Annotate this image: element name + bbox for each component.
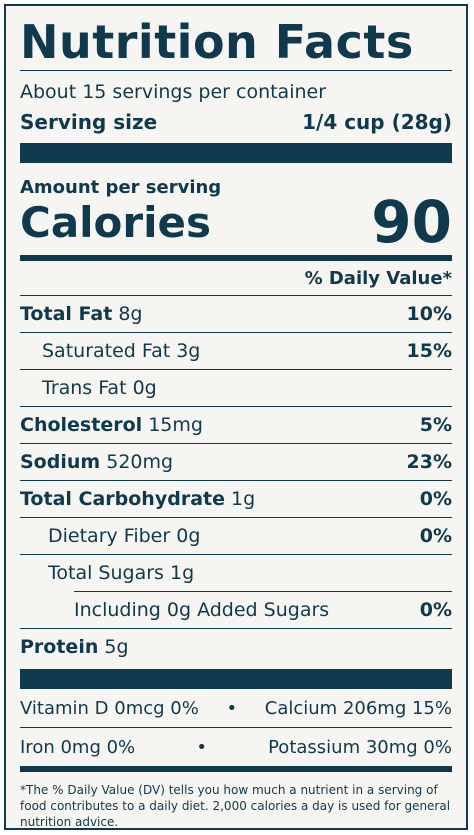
calories-row: Calories 90 (20, 188, 452, 256)
nutrient-row-protein: Protein 5g (20, 629, 452, 665)
iron: Iron 0mg 0% (20, 736, 136, 758)
nutrient-dv: 23% (406, 451, 452, 473)
bullet-separator: • (226, 697, 238, 719)
amount-per-serving: Amount per serving (20, 177, 222, 198)
nutrient-row-dietary-fiber: Dietary Fiber 0g 0% (20, 518, 452, 554)
nutrient-label: Total Carbohydrate (20, 488, 225, 510)
nutrient-label: Total Sugars (48, 562, 164, 584)
divider (74, 591, 452, 592)
divider (20, 727, 452, 728)
divider (20, 295, 452, 296)
nutrient-amount: 3g (176, 340, 201, 362)
thick-divider (20, 143, 452, 163)
thick-divider (20, 669, 452, 689)
nutrient-name-trans-fat: Trans Fat 0g (42, 377, 157, 399)
footnote: *The % Daily Value (DV) tells you how mu… (20, 783, 451, 829)
calories-value: 90 (371, 188, 452, 256)
calories-label: Calories (20, 197, 212, 247)
nutrient-dv: 0% (419, 525, 452, 547)
divider (20, 480, 452, 481)
nutrient-name-total-sugars: Total Sugars 1g (48, 562, 194, 584)
nutrient-label: Saturated Fat (42, 340, 171, 362)
nutrient-amount: 1g (231, 488, 256, 510)
label-title: Nutrition Facts (20, 15, 414, 69)
nutrient-row-total-sugars: Total Sugars 1g (20, 555, 452, 591)
nutrient-dv: 0% (419, 599, 452, 621)
nutrient-dv: 15% (406, 340, 452, 362)
nutrient-row-added-sugars: Including 0g Added Sugars 0% (20, 592, 452, 628)
vitamin-row-1: Vitamin D 0mcg 0% • Calcium 206mg 15% (20, 689, 452, 727)
bullet-separator: • (196, 736, 207, 758)
nutrient-label: Total Fat (20, 303, 113, 325)
nutrient-label: Sodium (20, 451, 101, 473)
nutrient-amount: 15mg (148, 414, 203, 436)
serving-size-label: Serving size (20, 110, 158, 134)
nutrient-label: Trans Fat (42, 377, 127, 399)
nutrient-label: Including 0g Added Sugars (74, 599, 330, 621)
serving-size-value: 1/4 cup (28g) (302, 110, 452, 134)
nutrient-amount: 5g (104, 636, 129, 658)
daily-value-header-text: % Daily Value* (304, 267, 452, 289)
nutrient-amount: 8g (118, 303, 143, 325)
nutrient-name-protein: Protein 5g (20, 636, 129, 658)
vitamin-d: Vitamin D 0mcg 0% (20, 697, 199, 719)
nutrient-amount: 1g (169, 562, 195, 584)
nutrition-label: Nutrition Facts About 15 servings per co… (4, 4, 468, 830)
nutrient-row-sodium: Sodium 520mg 23% (20, 444, 452, 480)
divider (20, 554, 452, 555)
divider (20, 517, 452, 518)
nutrient-row-saturated-fat: Saturated Fat 3g 15% (20, 333, 452, 369)
nutrient-label: Cholesterol (20, 414, 143, 436)
divider (20, 628, 452, 629)
divider (20, 332, 452, 333)
nutrient-row-total-fat: Total Fat 8g 10% (20, 296, 452, 332)
calcium: Calcium 206mg 15% (264, 697, 452, 719)
servings-text: About 15 servings per container (20, 81, 327, 103)
nutrient-amount: 0g (176, 525, 201, 547)
nutrient-amount: 520mg (106, 451, 174, 473)
nutrient-row-trans-fat: Trans Fat 0g (20, 370, 452, 406)
medium-divider (20, 766, 452, 772)
nutrient-dv: 0% (419, 488, 452, 510)
medium-divider (20, 255, 452, 261)
vitamin-row-2: Iron 0mg 0% • Potassium 30mg 0% (20, 728, 452, 766)
nutrient-name-dietary-fiber: Dietary Fiber 0g (48, 525, 200, 547)
nutrient-amount: 0g (132, 377, 157, 399)
divider (20, 70, 452, 71)
nutrient-name-saturated-fat: Saturated Fat 3g (42, 340, 200, 362)
nutrient-name-total-carbohydrate: Total Carbohydrate 1g (20, 488, 255, 510)
nutrient-label: Protein (20, 636, 99, 658)
nutrient-label: Dietary Fiber (48, 525, 171, 547)
divider (20, 443, 452, 444)
divider (20, 406, 452, 407)
servings-per-container: About 15 servings per container (20, 77, 452, 107)
divider (20, 369, 452, 370)
daily-value-header: % Daily Value* (20, 261, 452, 295)
potassium: Potassium 30mg 0% (268, 736, 452, 758)
nutrient-name-cholesterol: Cholesterol 15mg (20, 414, 203, 436)
nutrient-dv: 5% (419, 414, 452, 436)
nutrient-name-sodium: Sodium 520mg (20, 451, 173, 473)
nutrient-dv: 10% (406, 303, 452, 325)
serving-size-row: Serving size 1/4 cup (28g) (20, 107, 452, 137)
nutrient-name-total-fat: Total Fat 8g (20, 303, 143, 325)
nutrient-row-total-carbohydrate: Total Carbohydrate 1g 0% (20, 481, 452, 517)
nutrient-row-cholesterol: Cholesterol 15mg 5% (20, 407, 452, 443)
